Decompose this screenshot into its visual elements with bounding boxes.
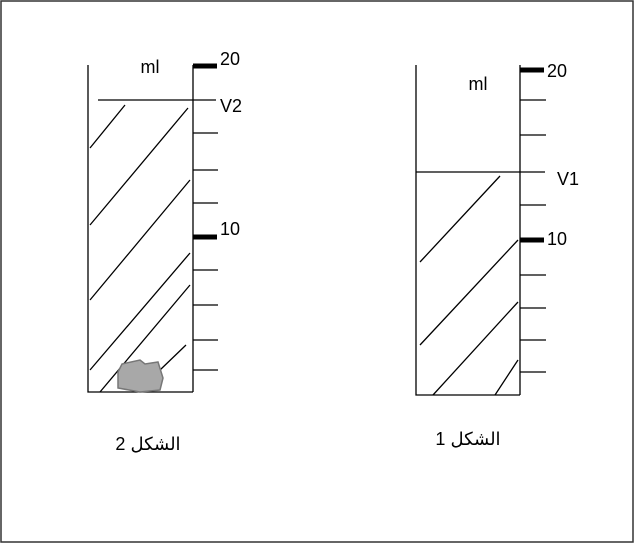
- caption: الشكل 2: [115, 434, 180, 454]
- tick-label: 10: [547, 229, 567, 249]
- cylinder-1: ml 20 V1 10 الشكل 1: [415, 61, 579, 449]
- tick-label: 10: [220, 219, 240, 239]
- hatch: [89, 104, 191, 393]
- caption: الشكل 1: [435, 429, 500, 449]
- tick-minor: [520, 99, 546, 373]
- stone: [117, 359, 164, 393]
- tick-minor: [193, 132, 218, 371]
- unit-label: ml: [469, 74, 488, 94]
- tick-label: 20: [220, 49, 240, 69]
- unit-label: ml: [141, 57, 160, 77]
- level-label: V2: [220, 96, 242, 116]
- level-label: V1: [557, 169, 579, 189]
- cylinder-wall: [87, 65, 194, 393]
- cylinder-2: ml 20 V2 10 الشكل 2: [87, 49, 242, 454]
- hatch: [419, 175, 519, 396]
- tick-label: 20: [547, 61, 567, 81]
